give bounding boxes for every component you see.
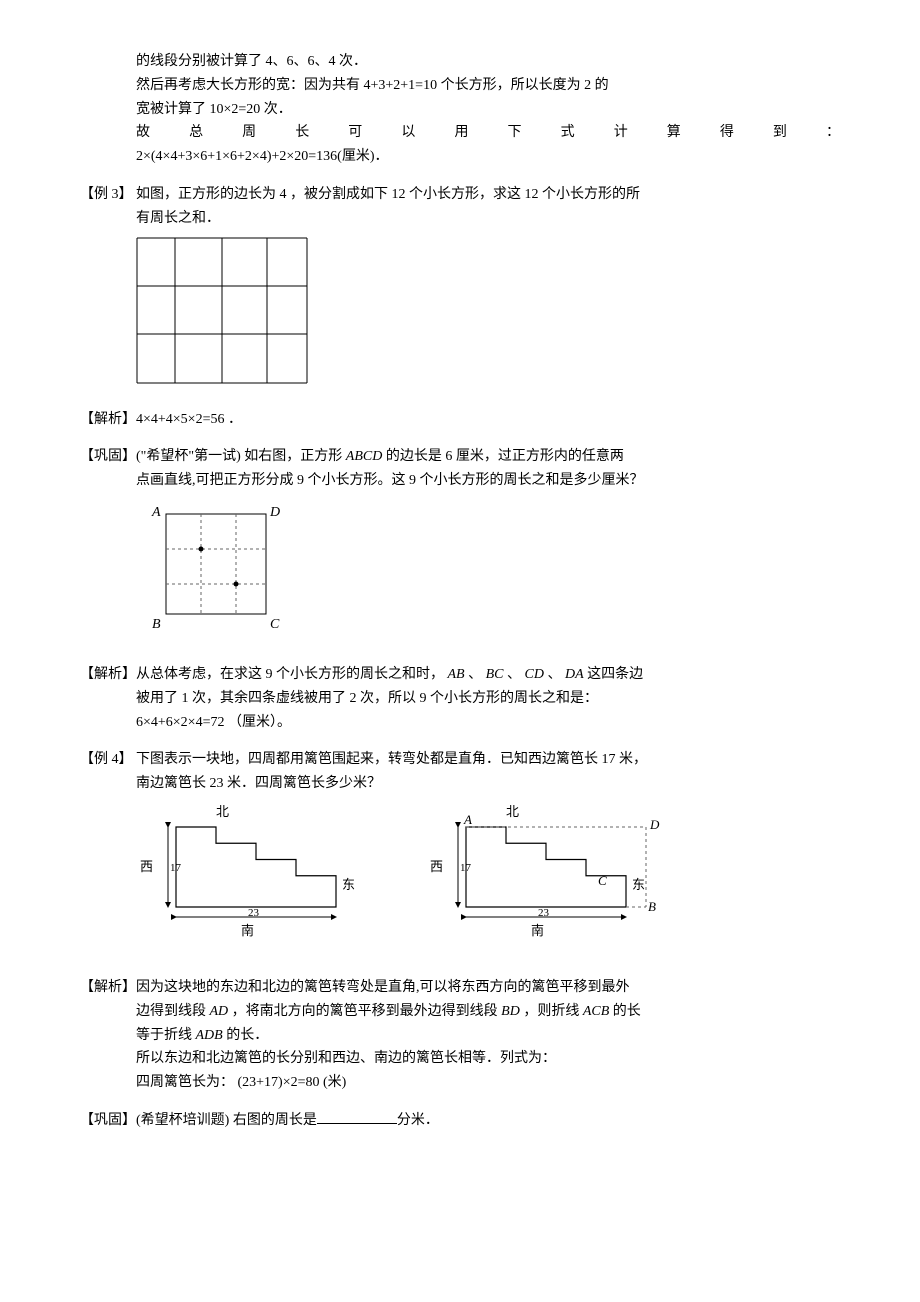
gonggu1-q-line1: ("希望杯"第一试) 如右图，正方形 ABCD 的边长是 6 厘米，过正方形内的… <box>136 445 840 469</box>
gonggu1-bc: BC <box>486 667 504 682</box>
fragment-tag <box>80 50 136 169</box>
fragment-block: 的线段分别被计算了 4、6、6、4 次． 然后再考虑大长方形的宽：因为共有 4+… <box>80 50 840 169</box>
gonggu1-a1b: 这四条边 <box>584 667 644 682</box>
gonggu1-answer: 【解析】 从总体考虑，在求这 9 个小长方形的周长之和时， AB 、 BC 、 … <box>80 663 840 734</box>
gonggu1-a-line2: 被用了 1 次，其余四条虚线被用了 2 次，所以 9 个小长方形的周长之和是： <box>136 687 840 711</box>
gonggu1-a-line1: 从总体考虑，在求这 9 个小长方形的周长之和时， AB 、 BC 、 CD 、 … <box>136 663 840 687</box>
gonggu1-answer-tag: 【解析】 <box>80 663 136 734</box>
fragment-line1: 的线段分别被计算了 4、6、6、4 次． <box>136 50 840 74</box>
example4-left-svg: 北南 西东 17 23 <box>136 802 366 952</box>
example4-right-svg: 北南 西东 17 23 A D B C <box>426 802 676 952</box>
gonggu1-cd: CD <box>525 667 544 682</box>
fragment-line3: 故总周长可以用下式计算得到： <box>136 121 840 145</box>
gonggu1-abcd: ABCD <box>346 449 383 464</box>
ex4-ad: AD <box>210 1004 229 1019</box>
ex4-acb: ACB <box>583 1004 609 1019</box>
example3-answer-math: 4×4+4×5×2=56 ． <box>136 412 242 427</box>
svg-text:17: 17 <box>460 862 472 874</box>
gonggu1-q1b: 的边长是 6 厘米，过正方形内的任意两 <box>382 449 624 464</box>
svg-text:西: 西 <box>430 859 443 874</box>
svg-text:北: 北 <box>216 804 229 819</box>
gonggu1-a-line3: 6×4+6×2×4=72 （厘米）。 <box>136 711 840 735</box>
example3-tag: 【例 3】 <box>80 183 136 394</box>
example3-grid-svg <box>136 237 308 384</box>
gonggu1-tag: 【巩固】 <box>80 445 136 649</box>
ex4-a3a: 等于折线 <box>136 1028 196 1043</box>
svg-text:B: B <box>152 617 161 632</box>
gonggu1-q-line2: 点画直线,可把正方形分成 9 个小长方形。这 9 个小长方形的周长之和是多少厘米… <box>136 469 840 493</box>
ex4-bd: BD <box>501 1004 520 1019</box>
example3-q-line2: 有周长之和． <box>136 207 840 231</box>
svg-text:A: A <box>151 505 161 520</box>
gonggu1-diagram: A D B C <box>136 499 840 639</box>
example4-answer-tag: 【解析】 <box>80 976 136 1095</box>
fragment-line2b: 宽被计算了 10×2=20 次． <box>136 98 840 122</box>
example4-a-line4: 所以东边和北边篱笆的长分别和西边、南边的篱笆长相等．列式为： <box>136 1047 840 1071</box>
example3-answer-tag: 【解析】 <box>80 408 136 432</box>
ex4-a3b: 的长． <box>223 1028 269 1043</box>
gonggu1-a1a: 从总体考虑，在求这 9 个小长方形的周长之和时， <box>136 667 448 682</box>
gonggu2-question: 【巩固】 (希望杯培训题) 右图的周长是 分米． <box>80 1109 840 1133</box>
example4-q-line2: 南边篱笆长 23 米．四周篱笆长多少米？ <box>136 772 840 796</box>
example4-q-line1: 下图表示一块地，四周都用篱笆围起来，转弯处都是直角．已知西边篱笆长 17 米， <box>136 748 840 772</box>
example3-answer-content: 4×4+4×5×2=56 ． <box>136 408 840 432</box>
example4-a-line2: 边得到线段 AD ，将南北方向的篱笆平移到最外边得到线段 BD ，则折线 ACB… <box>136 1000 840 1024</box>
example4-diagram: 北南 西东 17 23 北南 西东 17 23 A D B C <box>136 802 840 952</box>
example3-q-line1: 如图，正方形的边长为 4 ，被分割成如下 12 个小长方形，求这 12 个小长方… <box>136 183 840 207</box>
gonggu2-tag: 【巩固】 <box>80 1109 136 1133</box>
svg-text:南: 南 <box>531 923 544 938</box>
fragment-content: 的线段分别被计算了 4、6、6、4 次． 然后再考虑大长方形的宽：因为共有 4+… <box>136 50 840 169</box>
example4-a-line1: 因为这块地的东边和北边的篱笆转弯处是直角,可以将东西方向的篱笆平移到最外 <box>136 976 840 1000</box>
svg-text:南: 南 <box>241 923 254 938</box>
svg-text:东: 东 <box>632 877 645 892</box>
gonggu1-svg: A D B C <box>136 499 306 639</box>
gonggu1-da: DA <box>565 667 584 682</box>
svg-text:东: 东 <box>342 877 355 892</box>
svg-text:北: 北 <box>506 804 519 819</box>
gonggu2-qb: 分米． <box>397 1113 439 1128</box>
svg-text:D: D <box>649 817 660 832</box>
ex4-a2a: 边得到线段 <box>136 1004 210 1019</box>
example3-question: 【例 3】 如图，正方形的边长为 4 ，被分割成如下 12 个小长方形，求这 1… <box>80 183 840 394</box>
gonggu2-qa: (希望杯培训题) 右图的周长是 <box>136 1113 317 1128</box>
svg-text:西: 西 <box>140 859 153 874</box>
svg-text:17: 17 <box>170 862 182 874</box>
gonggu1-question: 【巩固】 ("希望杯"第一试) 如右图，正方形 ABCD 的边长是 6 厘米，过… <box>80 445 840 649</box>
example4-question: 【例 4】 下图表示一块地，四周都用篱笆围起来，转弯处都是直角．已知西边篱笆长 … <box>80 748 840 962</box>
fragment-line2a: 然后再考虑大长方形的宽：因为共有 4+3+2+1=10 个长方形，所以长度为 2… <box>136 74 840 98</box>
svg-text:D: D <box>269 505 280 520</box>
fragment-line4: 2×(4×4+3×6+1×6+2×4)+2×20=136(厘米)． <box>136 145 840 169</box>
ex4-a2d: 的长 <box>609 1004 641 1019</box>
gonggu1-q1a: ("希望杯"第一试) 如右图，正方形 <box>136 449 346 464</box>
example4-content: 下图表示一块地，四周都用篱笆围起来，转弯处都是直角．已知西边篱笆长 17 米， … <box>136 748 840 962</box>
gonggu1-ab: AB <box>448 667 465 682</box>
svg-text:A: A <box>463 812 472 827</box>
example4-tag: 【例 4】 <box>80 748 136 962</box>
example3-answer: 【解析】 4×4+4×5×2=56 ． <box>80 408 840 432</box>
svg-text:B: B <box>648 899 656 914</box>
svg-text:C: C <box>598 873 607 888</box>
svg-text:23: 23 <box>248 907 260 919</box>
gonggu1-content: ("希望杯"第一试) 如右图，正方形 ABCD 的边长是 6 厘米，过正方形内的… <box>136 445 840 649</box>
svg-text:23: 23 <box>538 907 550 919</box>
example4-answer-content: 因为这块地的东边和北边的篱笆转弯处是直角,可以将东西方向的篱笆平移到最外 边得到… <box>136 976 840 1095</box>
ex4-adb: ADB <box>196 1028 223 1043</box>
gonggu2-blank <box>317 1123 397 1124</box>
example4-a-line5: 四周篱笆长为： (23+17)×2=80 (米) <box>136 1071 840 1095</box>
ex4-a2b: ，将南北方向的篱笆平移到最外边得到线段 <box>228 1004 501 1019</box>
gonggu1-answer-content: 从总体考虑，在求这 9 个小长方形的周长之和时， AB 、 BC 、 CD 、 … <box>136 663 840 734</box>
example4-answer: 【解析】 因为这块地的东边和北边的篱笆转弯处是直角,可以将东西方向的篱笆平移到最… <box>80 976 840 1095</box>
gonggu2-content: (希望杯培训题) 右图的周长是 分米． <box>136 1109 840 1133</box>
example4-a-line3: 等于折线 ADB 的长． <box>136 1024 840 1048</box>
example3-diagram <box>136 237 840 384</box>
ex4-a2c: ，则折线 <box>520 1004 583 1019</box>
example3-content: 如图，正方形的边长为 4 ，被分割成如下 12 个小长方形，求这 12 个小长方… <box>136 183 840 394</box>
svg-text:C: C <box>270 617 280 632</box>
